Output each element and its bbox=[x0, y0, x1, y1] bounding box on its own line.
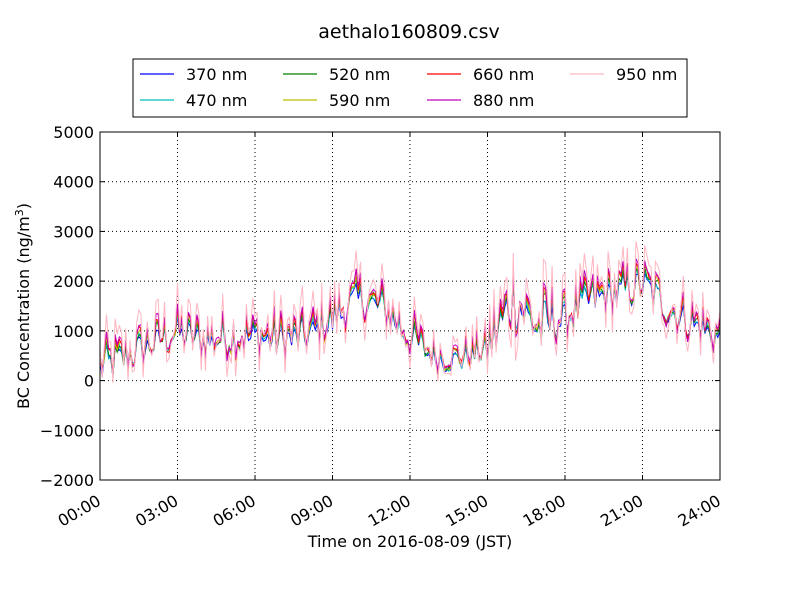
y-tick-label: 2000 bbox=[53, 272, 94, 291]
legend: 370 nm 470 nm 520 nm 590 nm 660 nm 880 nm 950 … bbox=[132, 58, 688, 118]
x-tick-label: 00:00 bbox=[55, 491, 104, 531]
x-tick-label: 12:00 bbox=[365, 491, 414, 531]
x-tick-labels: 00:00 03:00 06:00 09:00 12:00 15:00 18:00 21:00… bbox=[55, 491, 724, 531]
x-tick-label: 09:00 bbox=[287, 491, 336, 531]
y-axis-label: BC Concentration (ng/m3) bbox=[13, 203, 33, 409]
x-tick-label: 03:00 bbox=[132, 491, 181, 531]
legend-label: 370 nm bbox=[186, 65, 247, 84]
legend-label: 470 nm bbox=[186, 91, 247, 110]
y-tick-label: 4000 bbox=[53, 173, 94, 192]
x-tick-label: 06:00 bbox=[210, 491, 259, 531]
legend-label: 660 nm bbox=[473, 65, 534, 84]
legend-label: 880 nm bbox=[473, 91, 534, 110]
x-tick-label: 24:00 bbox=[675, 491, 724, 531]
series-line-950-nm bbox=[100, 241, 720, 383]
y-tick-label: 5000 bbox=[53, 123, 94, 142]
y-tick-label: −1000 bbox=[40, 421, 94, 440]
x-axis-label: Time on 2016-08-09 (JST) bbox=[307, 532, 512, 551]
y-tick-label: 3000 bbox=[53, 222, 94, 241]
y-tick-labels: −2000 −1000 0 1000 2000 3000 4000 5000 bbox=[40, 123, 94, 490]
y-tick-label: −2000 bbox=[40, 471, 94, 490]
legend-box bbox=[132, 58, 688, 118]
x-tick-label: 15:00 bbox=[442, 491, 491, 531]
series-lines bbox=[100, 241, 720, 383]
x-tick-label: 18:00 bbox=[520, 491, 569, 531]
x-tick-label: 21:00 bbox=[597, 491, 646, 531]
chart-title: aethalo160809.csv bbox=[318, 21, 500, 43]
y-tick-label: 1000 bbox=[53, 322, 94, 341]
legend-label: 590 nm bbox=[329, 91, 390, 110]
legend-label: 520 nm bbox=[329, 65, 390, 84]
grid bbox=[100, 132, 720, 480]
y-tick-label: 0 bbox=[84, 372, 94, 391]
axis-ticks bbox=[99, 131, 721, 481]
legend-label: 950 nm bbox=[616, 65, 677, 84]
